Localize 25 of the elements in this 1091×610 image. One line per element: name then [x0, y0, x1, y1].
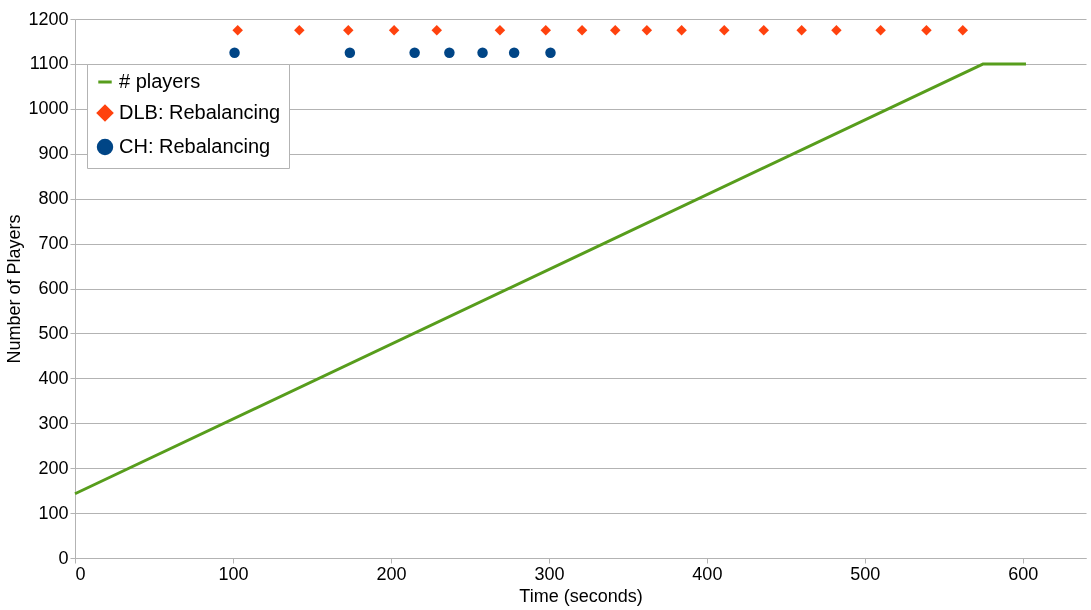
legend-label: DLB: Rebalancing — [119, 101, 281, 123]
y-axis-title: Number of Players — [4, 214, 25, 364]
x-tick-label: 500 — [850, 563, 881, 584]
x-tick-label: 400 — [692, 563, 723, 584]
y-tick-label: 700 — [38, 233, 69, 254]
legend-label: CH: Rebalancing — [119, 135, 271, 157]
y-tick-label: 500 — [38, 322, 69, 343]
y-tick-label: 1200 — [28, 8, 69, 29]
y-tick-label: 1100 — [29, 53, 69, 74]
legend-label: # players — [119, 70, 201, 92]
x-tick-label: 200 — [376, 563, 407, 584]
y-tick-label: 200 — [38, 457, 69, 478]
x-tick-label: 0 — [75, 563, 86, 584]
y-tick-label: 0 — [58, 547, 69, 568]
y-tick-label: 1000 — [28, 98, 69, 119]
y-tick-label: 100 — [38, 502, 69, 523]
x-tick-label: 300 — [534, 563, 565, 584]
x-axis-title: Time (seconds) — [519, 585, 643, 606]
y-tick-label: 600 — [38, 278, 69, 298]
y-tick-label: 900 — [38, 143, 69, 164]
x-tick-label: 100 — [218, 563, 249, 584]
y-tick-label: 300 — [38, 412, 69, 433]
y-tick-label: 400 — [38, 367, 69, 388]
y-tick-label: 800 — [38, 188, 69, 209]
x-tick-label: 600 — [1008, 563, 1039, 584]
